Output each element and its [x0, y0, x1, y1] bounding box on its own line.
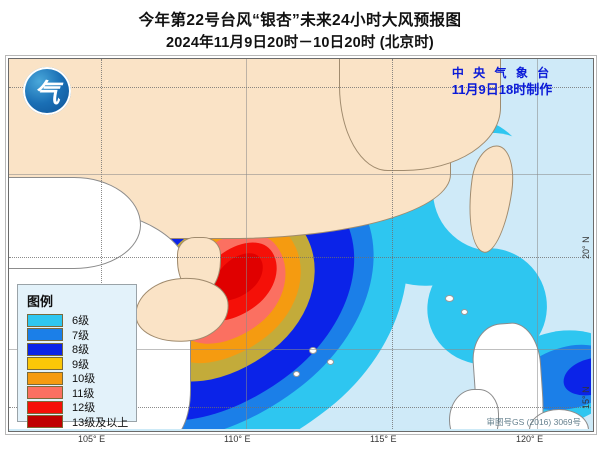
title-area: 今年第22号台风“银杏”未来24小时大风预报图 2024年11月9日20时－10…	[0, 0, 600, 58]
islet-marker	[309, 347, 317, 354]
legend-swatch-level9	[27, 357, 63, 370]
landmass-indochina-north	[9, 177, 141, 269]
legend-item-level10[interactable]: 10级	[27, 371, 136, 385]
gridline-latitude-25	[9, 87, 591, 88]
legend-item-level13[interactable]: 13级及以上	[27, 415, 136, 429]
axis-label-lon-110: 110° E	[224, 434, 251, 444]
gridline-latitude-22	[9, 174, 591, 175]
cma-logo-glyph: 气	[33, 78, 60, 108]
legend-item-level12[interactable]: 12级	[27, 400, 136, 414]
legend-label-level12: 12级	[72, 402, 96, 414]
gridline-longitude-115	[392, 59, 393, 429]
legend-item-level7[interactable]: 7级	[27, 328, 136, 342]
legend-swatch-level10	[27, 371, 63, 385]
gridline-longitude-120	[537, 59, 538, 429]
legend-item-level8[interactable]: 8级	[27, 342, 136, 356]
legend-swatch-level12	[27, 400, 63, 414]
axis-label-lon-115: 115° E	[370, 434, 397, 444]
islet-marker	[445, 295, 454, 302]
axis-label-lat-15: 15° N	[581, 386, 591, 409]
gridline-latitude-15	[9, 407, 591, 408]
legend-swatch-level7	[27, 328, 63, 341]
axis-label-lat-20: 20° N	[581, 236, 591, 259]
legend-item-level6[interactable]: 6级	[27, 313, 136, 327]
legend-title: 图例	[27, 294, 54, 309]
page-subtitle: 2024年11月9日20时－10日20时 (北京时)	[166, 35, 434, 51]
legend-item-level9[interactable]: 9级	[27, 357, 136, 371]
legend-label-level10: 10级	[72, 373, 96, 385]
islet-marker	[293, 371, 300, 377]
gridline-longitude-105	[101, 59, 102, 429]
legend-swatch-level8	[27, 342, 63, 356]
cma-logo-icon: 气	[23, 67, 71, 115]
page-title: 今年第22号台风“银杏”未来24小时大风预报图	[138, 12, 462, 29]
attribution-organization: 中 央 气 象 台	[451, 66, 553, 80]
map-inner: 气 中 央 气 象 台 11月9日18时制作 图例 6级 7级	[9, 59, 591, 429]
gridline-latitude-17	[9, 349, 591, 350]
map-approval-number: 审图号GS (2016) 3069号	[486, 417, 581, 427]
legend-label-level9: 9级	[72, 358, 90, 371]
legend-item-level11[interactable]: 11级	[27, 386, 136, 400]
legend-swatch-level6	[27, 313, 63, 327]
legend-label-level11: 11级	[72, 387, 95, 400]
islet-marker	[461, 309, 468, 315]
gridline-latitude-20	[9, 257, 591, 258]
legend-box[interactable]: 图例 6级 7级 8级 9级	[17, 284, 137, 429]
landmass-philippines-west	[449, 389, 499, 429]
attribution-block: 中 央 气 象 台 11月9日18时制作	[427, 65, 577, 99]
legend-swatch-level11	[27, 386, 63, 399]
legend-label-level13: 13级及以上	[72, 416, 129, 429]
map-canvas[interactable]: 气 中 央 气 象 台 11月9日18时制作 图例 6级 7级	[8, 58, 594, 432]
legend-label-level6: 6级	[72, 315, 90, 327]
gridline-longitude-110	[246, 59, 247, 429]
legend-label-level7: 7级	[72, 329, 90, 342]
axis-label-lon-120: 120° E	[516, 434, 544, 444]
axis-label-lon-105: 105° E	[78, 434, 106, 444]
islet-marker	[327, 359, 334, 365]
legend-swatch-level13	[27, 415, 63, 428]
attribution-issued-time: 11月9日18时制作	[451, 82, 553, 98]
legend-label-level8: 8级	[72, 344, 90, 356]
